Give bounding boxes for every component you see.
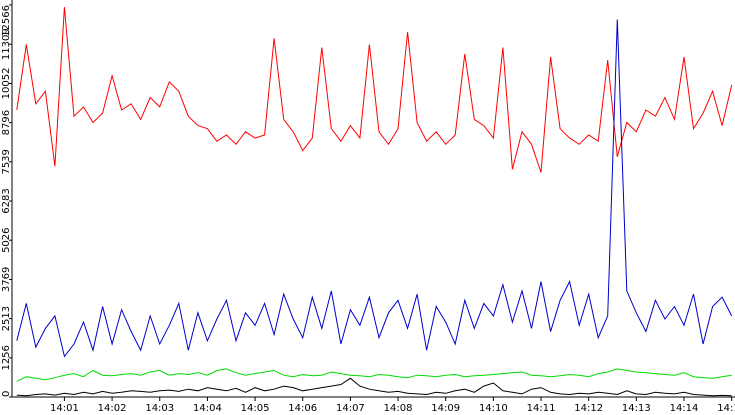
x-tick-label: 14:13 (622, 403, 651, 414)
y-tick-label: 8796 (1, 110, 12, 135)
x-tick-label: 14:05 (241, 403, 270, 414)
y-tick-label: 12566 (1, 5, 12, 37)
y-tick-label: 7539 (1, 149, 12, 174)
y-tick-label: 2513 (1, 306, 12, 331)
x-tick-label: 14:06 (288, 403, 317, 414)
x-tick-label: 14:11 (527, 403, 556, 414)
y-tick-label: 10052 (1, 68, 12, 100)
x-tick-label: 14:03 (145, 403, 174, 414)
x-tick-label: 14:14 (670, 403, 699, 414)
x-tick-label: 14:04 (193, 403, 222, 414)
x-tick-label: 14:01 (50, 403, 79, 414)
series-line (16, 377, 732, 397)
x-tick-label: 14:15 (717, 403, 735, 414)
x-tick-label: 14:10 (479, 403, 508, 414)
y-tick-label: 11309 (1, 28, 12, 60)
y-tick-label: 1256 (1, 345, 12, 370)
y-tick-label: 3769 (1, 267, 12, 292)
series-line (16, 7, 733, 173)
x-tick-label: 14:02 (98, 403, 127, 414)
y-tick-label: 6283 (1, 188, 12, 213)
y-tick-label: 5026 (1, 227, 12, 252)
series-line (16, 19, 733, 358)
x-tick-label: 14:09 (431, 403, 460, 414)
x-tick-label: 14:12 (574, 403, 603, 414)
series-line (16, 368, 732, 382)
y-tick-label: 0 (1, 391, 12, 397)
x-tick-label: 14:07 (336, 403, 365, 414)
x-tick-label: 14:08 (384, 403, 413, 414)
